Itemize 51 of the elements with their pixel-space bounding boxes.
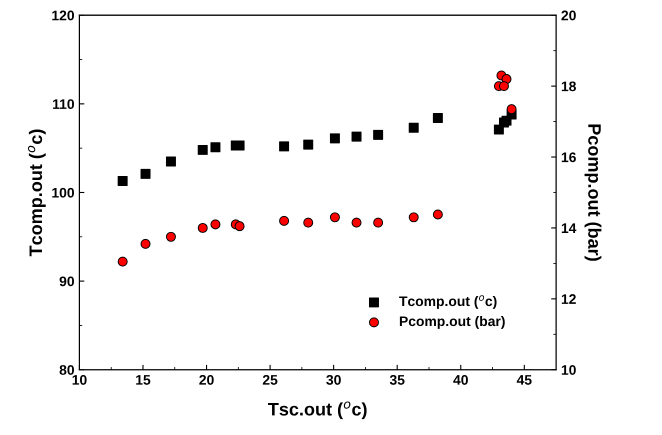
y-axis-title: Tcomp.out ($^{o}$c)	[28, 130, 46, 256]
point	[118, 176, 128, 186]
point	[140, 238, 151, 249]
y2-axis-title: Pcomp.out (bar)	[584, 124, 602, 261]
point	[432, 209, 443, 220]
point	[210, 219, 220, 230]
point	[166, 232, 176, 242]
point	[408, 122, 419, 133]
point	[373, 218, 384, 228]
legend-label: Tcomp.out ($^{o}$c)	[399, 295, 497, 309]
point	[506, 104, 517, 114]
point	[198, 222, 208, 233]
legend-label: Pcomp.out (bar)	[400, 316, 505, 329]
x-tick-label: 25	[262, 374, 278, 385]
point	[352, 218, 362, 228]
x-tick-label: 10	[72, 374, 87, 385]
y-tick-label: 110	[53, 99, 74, 110]
point	[408, 212, 419, 222]
x-tick-label: 35	[390, 374, 405, 385]
point	[210, 142, 220, 152]
point	[330, 212, 340, 222]
point	[140, 168, 151, 179]
point	[198, 144, 208, 155]
x-tick-label: 45	[516, 375, 532, 385]
point	[234, 221, 245, 232]
y-tick-label: 100	[52, 188, 74, 198]
point	[279, 216, 290, 226]
point	[432, 113, 443, 124]
point	[118, 256, 128, 267]
point	[166, 156, 176, 166]
x-tick-label: 30	[326, 374, 341, 385]
point	[303, 140, 314, 150]
y2-tick-label: 20	[561, 10, 576, 20]
x-tick-label: 40	[453, 374, 468, 385]
y-tick-label: 120	[52, 10, 74, 20]
y2-tick-label: 16	[562, 152, 576, 162]
x-tick-label: 15	[136, 375, 150, 385]
point	[303, 218, 314, 228]
y-tick-label: 90	[60, 276, 74, 286]
point	[330, 133, 340, 144]
y2-tick-label: 18	[562, 81, 576, 92]
point	[279, 141, 290, 152]
point	[498, 81, 509, 92]
y2-tick-label: 14	[562, 223, 576, 233]
y-tick-label: 80	[60, 365, 74, 375]
point	[373, 130, 384, 140]
x-tick-label: 20	[199, 374, 214, 385]
x-axis-title: Tsc.out ($^{o}$c)	[268, 401, 367, 420]
y2-tick-label: 10	[562, 365, 576, 375]
point	[352, 132, 362, 142]
y2-tick-label: 12	[562, 294, 576, 304]
